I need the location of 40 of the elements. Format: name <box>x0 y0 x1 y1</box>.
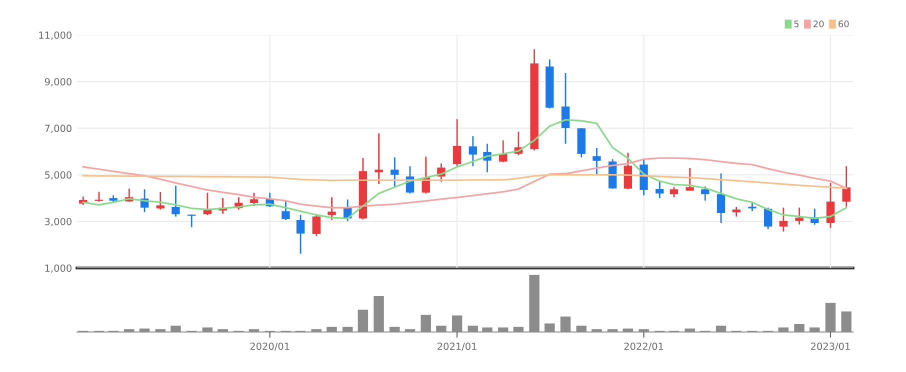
candlestick <box>656 180 664 199</box>
candlestick <box>592 147 601 176</box>
x-tick-label: 2022/01 <box>624 342 664 351</box>
candlestick <box>328 196 336 221</box>
candlestick <box>452 118 462 167</box>
candlestick <box>390 156 399 188</box>
candlestick <box>561 72 570 145</box>
candlestick <box>716 172 726 224</box>
candlestick <box>686 167 694 192</box>
y-tick-label: 5,000 <box>45 171 72 180</box>
legend-label: 5 <box>794 20 799 28</box>
candlestick <box>764 206 772 230</box>
x-tick-label: 2021/01 <box>438 342 476 351</box>
candlestick <box>312 213 320 237</box>
candlestick <box>156 191 164 210</box>
legend-label: 20 <box>814 20 824 28</box>
candlestick <box>172 185 180 218</box>
candlestick <box>670 186 678 198</box>
x-tick-label: 2020/01 <box>250 342 290 351</box>
candlestick <box>842 165 850 208</box>
candlestick <box>795 206 804 226</box>
candlestick <box>296 214 305 254</box>
candlestick <box>779 206 788 232</box>
y-tick-label: 7,000 <box>45 124 72 134</box>
candlestick <box>374 132 383 185</box>
y-tick-label: 3,000 <box>45 218 72 226</box>
candlestick <box>624 152 632 190</box>
candlestick <box>187 214 196 228</box>
candlestick <box>826 182 835 229</box>
candlestick <box>94 191 104 202</box>
candlestick <box>732 206 740 218</box>
candlestick <box>468 135 478 167</box>
candlestick <box>282 200 290 221</box>
y-tick-label: 11,000 <box>39 31 72 40</box>
x-tick-label: 2023/01 <box>811 342 850 351</box>
candlestick <box>250 192 258 207</box>
legend-label: 60 <box>838 20 849 28</box>
y-tick-label: 1,000 <box>45 264 72 273</box>
candlestick <box>701 186 710 202</box>
y-tick-label: 9,000 <box>44 78 72 86</box>
